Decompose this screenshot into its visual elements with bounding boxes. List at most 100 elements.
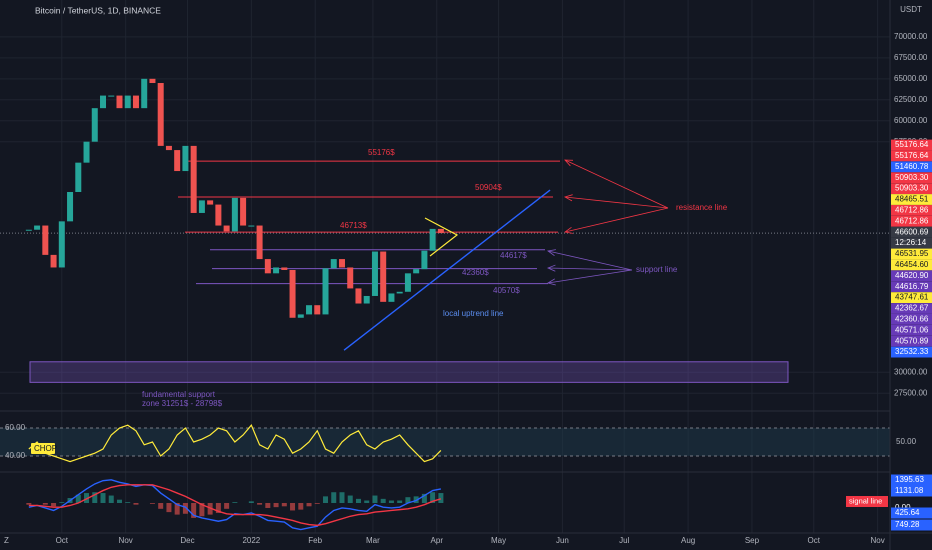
candle (322, 268, 329, 315)
price-badge (891, 259, 932, 271)
price-badge (891, 324, 932, 336)
price-badge-label: 46531.95 (895, 249, 929, 258)
price-badge (891, 314, 932, 325)
y-tick-label: 70000.00 (894, 32, 928, 41)
arrow-head (546, 249, 556, 256)
macd-histogram-bar (438, 493, 444, 503)
macd-histogram-bar (26, 503, 32, 505)
macd-histogram-bar (314, 503, 320, 504)
price-badge (891, 194, 932, 205)
x-tick-label: 2022 (242, 536, 260, 545)
macd-histogram-bar (182, 503, 188, 514)
candle (75, 162, 82, 193)
candle (83, 141, 90, 163)
chop-right-label: 50.00 (896, 437, 917, 446)
macd-histogram-bar (323, 496, 329, 503)
x-tick-label: Sep (745, 536, 760, 545)
macd-histogram-bar (149, 503, 155, 504)
macd-price-badge (891, 485, 932, 497)
candle (25, 229, 32, 231)
macd-price-badge (891, 519, 932, 531)
price-badge-label: 48465.51 (895, 195, 929, 204)
macd-histogram-bar (421, 493, 427, 503)
macd-histogram-bar (108, 495, 114, 503)
candle (413, 269, 420, 274)
timezone-icon[interactable]: Z (4, 536, 9, 545)
price-badge (891, 226, 932, 238)
price-badge-label: 42360.66 (895, 315, 929, 324)
x-tick-label: Aug (681, 536, 695, 545)
macd-price-label: 425.64 (895, 508, 920, 517)
arrow-head (563, 226, 573, 234)
macd-histogram-bar (59, 502, 65, 503)
candle (388, 293, 395, 302)
candle (371, 251, 378, 296)
price-badge-label: 55176.64 (895, 151, 929, 160)
candle (174, 150, 181, 172)
macd-histogram-bar (51, 503, 57, 507)
candle (67, 192, 74, 222)
chop-legend-bg (31, 443, 55, 454)
macd-histogram-bar (347, 495, 353, 503)
macd-line (28, 484, 442, 527)
candle (273, 267, 280, 274)
macd-histogram-bar (232, 502, 238, 503)
macd-annotation: signal line (849, 496, 882, 505)
candle (248, 225, 255, 227)
trendline-label: local uptrend line (443, 309, 504, 318)
price-badge-label: 55176.64 (895, 140, 929, 149)
chop-tick-label: 60.00 (5, 423, 26, 432)
macd-histogram-bar (430, 492, 436, 503)
level-label: 50904$ (475, 183, 502, 192)
candle (363, 295, 370, 304)
macd-price-badge (891, 507, 932, 519)
arrow (564, 207, 669, 233)
candle (198, 200, 205, 213)
y-tick-label: 65000.00 (894, 74, 928, 83)
candle (306, 305, 313, 315)
arrow (564, 196, 669, 209)
candle (157, 83, 164, 146)
price-badge-label: 50903.30 (895, 184, 929, 193)
chop-line (28, 424, 442, 463)
macd-histogram-bar (248, 501, 254, 503)
level-label: 42360$ (462, 268, 489, 277)
chop-tick-label: 40.00 (5, 451, 26, 460)
macd-histogram-bar (273, 503, 279, 508)
macd-histogram-bar (133, 503, 139, 505)
candle (141, 78, 148, 109)
price-badge (891, 237, 932, 249)
level-label: 46713$ (340, 221, 367, 230)
x-tick-label: Jul (619, 536, 629, 545)
annotation-badge (846, 496, 888, 507)
candle (231, 197, 238, 232)
arrow-head (564, 159, 574, 167)
triangle-pattern (424, 217, 459, 257)
x-tick-label: Mar (366, 536, 380, 545)
candle (165, 145, 172, 151)
price-badge (891, 292, 932, 303)
price-badge-label: 12:26:14 (895, 238, 927, 247)
candle (149, 78, 156, 84)
price-badge-label: 43747.61 (895, 293, 929, 302)
candle (429, 228, 436, 251)
candle (34, 225, 41, 230)
candle (124, 95, 131, 109)
price-badge-label: 46712.86 (895, 216, 929, 225)
candle (264, 259, 271, 274)
macd-histogram-bar (405, 497, 411, 503)
macd-histogram-bar (380, 498, 386, 503)
price-badge (891, 150, 932, 162)
x-tick-label: Oct (808, 536, 821, 545)
annotation: support line (636, 265, 678, 274)
price-badge-label: 50903.30 (895, 173, 929, 182)
y-tick-label: 62500.00 (894, 95, 928, 104)
macd-histogram-bar (100, 493, 106, 503)
macd-price-label: 749.28 (895, 520, 920, 529)
macd-histogram-bar (364, 500, 370, 503)
candle (347, 267, 354, 289)
macd-histogram-bar (125, 502, 131, 503)
candle (355, 288, 362, 304)
